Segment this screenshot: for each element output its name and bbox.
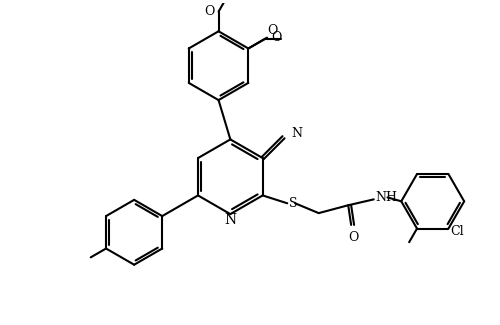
- Text: O: O: [204, 5, 214, 18]
- Text: O: O: [268, 24, 278, 37]
- Text: Cl: Cl: [450, 226, 464, 239]
- Text: NH: NH: [376, 191, 398, 204]
- Text: S: S: [289, 197, 298, 210]
- Text: O: O: [348, 231, 358, 244]
- Text: N: N: [224, 213, 236, 227]
- Text: N: N: [292, 127, 302, 140]
- Text: O: O: [271, 31, 281, 44]
